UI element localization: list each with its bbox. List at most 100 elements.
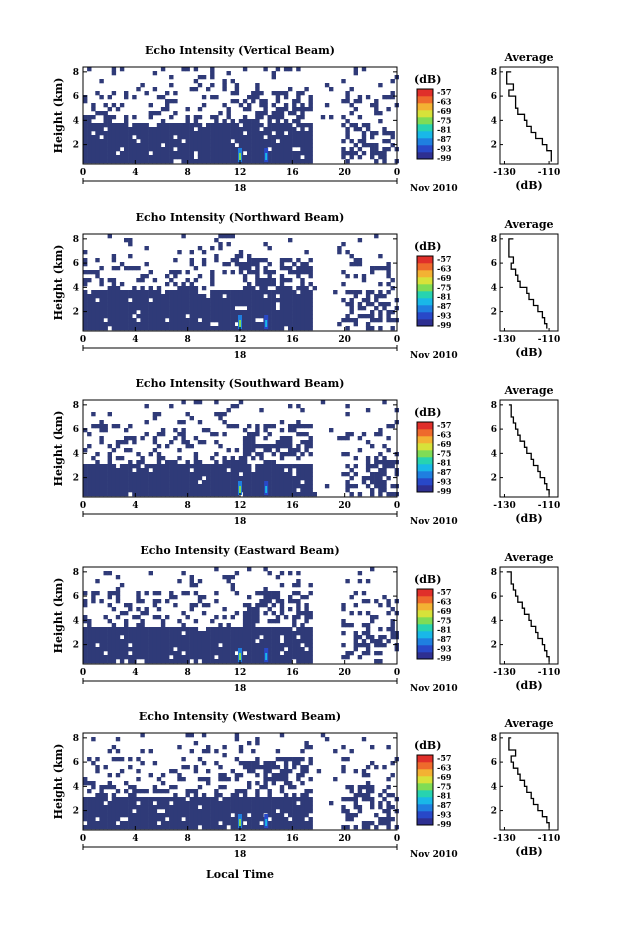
echo-cell (382, 400, 387, 405)
echo-cell (345, 135, 350, 140)
echo-cell (238, 627, 244, 632)
colorbar-segment (417, 305, 433, 313)
echo-cell (189, 805, 194, 810)
echo-cell (107, 484, 112, 489)
echo-cell (99, 159, 104, 164)
echo-cell (193, 631, 199, 636)
echo-cell (185, 488, 190, 493)
echo-cell (160, 314, 166, 319)
echo-cell (83, 492, 88, 497)
echo-cell (292, 318, 297, 323)
echo-cell (288, 809, 293, 814)
echo-cell (238, 801, 244, 806)
echo-cell (345, 314, 350, 319)
echo-cell (115, 266, 121, 271)
echo-cell (226, 127, 231, 132)
echo-cell (111, 310, 117, 315)
echo-cell (189, 322, 194, 327)
echo-cell (242, 107, 248, 112)
echo-cell (353, 639, 358, 644)
echo-cell (99, 440, 104, 445)
echo-cell (300, 484, 305, 489)
echo-cell (382, 139, 387, 144)
echo-cell (206, 318, 211, 323)
echo-cell (210, 290, 215, 295)
echo-cell (247, 322, 252, 327)
panel-title: Echo Intensity (Westward Beam) (139, 710, 341, 723)
echo-cell (259, 282, 264, 287)
echo-cell (152, 314, 158, 319)
profile-x-label: -130 (493, 668, 516, 678)
echo-cell (275, 659, 281, 664)
colorbar-segment (417, 485, 433, 493)
echo-cell (271, 643, 276, 648)
echo-cell (218, 627, 223, 632)
echo-cell (206, 306, 211, 311)
echo-cell (197, 159, 203, 164)
echo-cell (119, 127, 125, 132)
profile-x-axis-label: (dB) (515, 512, 542, 525)
echo-cell (349, 111, 354, 116)
echo-cell (193, 627, 199, 632)
echo-cell (83, 428, 88, 433)
echo-cell (115, 635, 121, 640)
echo-cell (300, 286, 305, 291)
echo-cell (251, 480, 256, 485)
echo-cell (177, 817, 182, 822)
echo-cell (247, 761, 252, 766)
echo-cell (128, 659, 133, 664)
echo-cell (259, 484, 264, 489)
echo-cell (124, 603, 129, 608)
echo-cell (279, 440, 285, 445)
echo-cell (251, 318, 256, 323)
echo-cell (95, 757, 100, 762)
echo-cell (263, 627, 268, 632)
echo-cell (308, 655, 313, 660)
echo-cell (181, 306, 186, 311)
echo-cell (136, 476, 141, 481)
echo-cell (226, 143, 231, 148)
echo-cell (234, 155, 240, 160)
echo-cell (267, 262, 272, 267)
echo-cell (136, 298, 141, 303)
echo-cell (132, 306, 137, 311)
echo-cell (247, 825, 252, 830)
echo-cell (152, 655, 158, 660)
echo-cell (201, 428, 207, 433)
echo-cell (292, 813, 297, 818)
echo-cell (169, 270, 174, 275)
echo-cell (300, 310, 305, 315)
echo-cell (206, 143, 211, 148)
echo-cell (308, 103, 313, 108)
echo-cell (378, 314, 383, 319)
echo-cell (283, 318, 289, 323)
echo-cell (185, 643, 190, 648)
y-tick-label: 4 (73, 449, 79, 459)
echo-cell (292, 107, 297, 112)
echo-cell (300, 825, 305, 830)
echo-cell (177, 659, 182, 664)
echo-cell (226, 476, 231, 481)
echo-cell (300, 492, 305, 497)
echo-cell (152, 448, 158, 453)
echo-cell (95, 639, 100, 644)
echo-cell (160, 659, 166, 664)
echo-cell (247, 452, 252, 457)
echo-cell (165, 123, 170, 128)
echo-cell (83, 258, 88, 263)
echo-cell (279, 817, 285, 822)
echo-cell (259, 155, 264, 160)
echo-cell (279, 135, 285, 140)
echo-cell (136, 468, 141, 473)
echo-cell (255, 651, 260, 656)
echo-cell (181, 290, 186, 295)
echo-cell (87, 151, 92, 156)
echo-cell (87, 825, 92, 830)
echo-cell (107, 139, 112, 144)
echo-cell (156, 310, 162, 315)
echo-cell (341, 139, 346, 144)
echo-cell (189, 627, 194, 632)
echo-cell (148, 310, 153, 315)
echo-cell (193, 619, 199, 624)
echo-cell (124, 627, 129, 632)
